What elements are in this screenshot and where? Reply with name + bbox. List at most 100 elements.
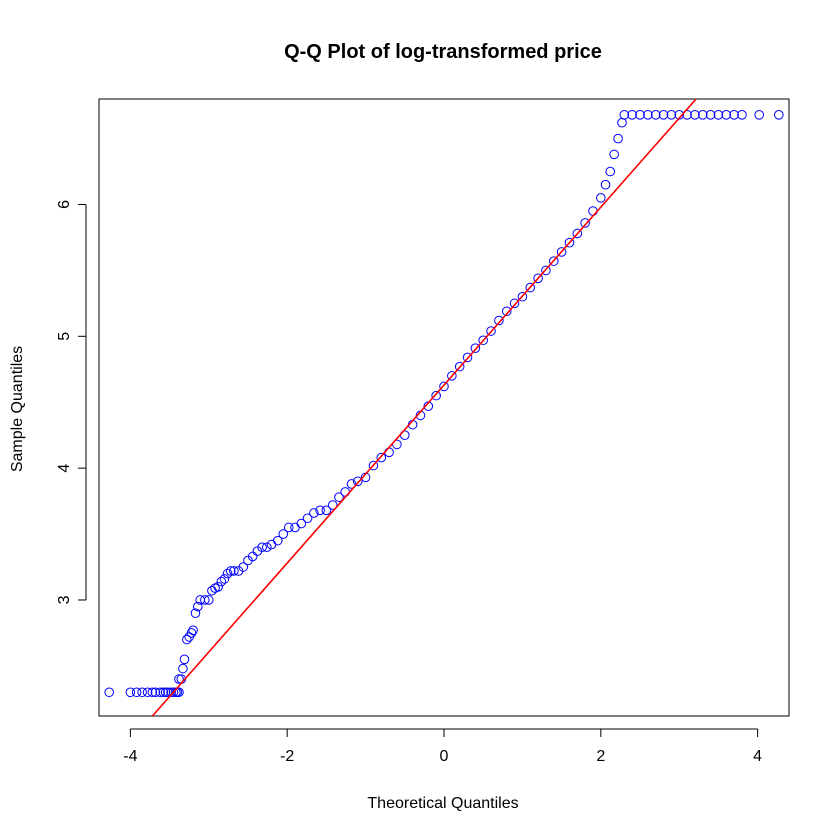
data-point: [548, 256, 559, 266]
data-point: [470, 343, 481, 353]
data-point: [160, 687, 171, 698]
data-point: [556, 247, 567, 257]
data-point: [229, 566, 239, 576]
data-point: [705, 110, 716, 120]
data-point: [627, 110, 637, 120]
y-axis: 3 4 5 6: [56, 200, 87, 604]
x-tick-label: 4: [753, 748, 762, 765]
reference-line: [151, 98, 697, 717]
data-point: [737, 110, 747, 120]
x-tick-label: 0: [440, 748, 449, 765]
data-point: [384, 447, 394, 458]
data-point: [257, 542, 267, 553]
data-point: [179, 654, 190, 665]
data-point: [155, 687, 165, 698]
data-point: [721, 110, 732, 120]
data-point: [315, 505, 325, 516]
data-point: [617, 117, 627, 128]
data-point: [203, 595, 214, 605]
data-point: [697, 110, 708, 120]
data-point: [188, 625, 198, 636]
data-point: [600, 179, 611, 190]
data-point: [541, 265, 551, 276]
y-tick-label: 3: [56, 595, 73, 604]
data-point: [150, 687, 161, 698]
data-point: [666, 110, 677, 120]
data-point: [178, 663, 188, 674]
data-point: [147, 687, 158, 698]
x-axis-title: Theoretical Quantiles: [367, 795, 518, 812]
data-point: [213, 582, 223, 592]
data-point: [478, 335, 489, 346]
data-point: [713, 110, 724, 120]
data-point: [131, 687, 142, 698]
data-point: [774, 110, 784, 120]
data-point: [190, 608, 201, 618]
data-point: [494, 315, 504, 326]
data-point: [754, 110, 765, 120]
data-point: [454, 361, 465, 372]
data-point: [321, 505, 332, 516]
data-point: [643, 110, 653, 120]
data-point: [352, 476, 363, 487]
data-point: [200, 595, 210, 605]
data-point: [182, 634, 192, 645]
data-point: [658, 110, 669, 120]
data-point: [368, 460, 379, 471]
data-point: [609, 149, 619, 160]
data-point: [104, 687, 114, 698]
chart-title: Q-Q Plot of log-transformed price: [284, 41, 602, 63]
data-point: [533, 273, 543, 284]
data-point: [283, 522, 294, 533]
data-point: [501, 306, 512, 317]
data-point: [572, 228, 583, 239]
data-point: [193, 601, 203, 612]
data-point: [588, 206, 598, 216]
data-point: [431, 390, 441, 401]
data-point: [729, 110, 739, 120]
data-point: [174, 674, 184, 684]
data-point: [296, 518, 307, 529]
data-point: [166, 687, 176, 698]
data-point: [619, 110, 630, 120]
y-tick-label: 4: [56, 464, 73, 473]
data-point: [346, 479, 357, 489]
data-point: [238, 562, 249, 572]
data-point: [334, 492, 344, 502]
data-point: [580, 218, 590, 228]
reference-line-layer: [151, 98, 697, 717]
data-point: [262, 542, 272, 553]
data-point: [222, 568, 233, 579]
data-point: [186, 628, 197, 638]
data-point: [596, 193, 606, 203]
data-point: [447, 371, 457, 381]
x-tick-label: -2: [280, 748, 294, 765]
x-tick-label: -4: [123, 748, 137, 765]
x-tick-label: 2: [596, 748, 605, 765]
data-point: [174, 687, 184, 698]
data-point: [142, 687, 153, 698]
data-point: [525, 282, 536, 293]
data-point: [650, 110, 661, 120]
data-point: [327, 500, 338, 510]
data-point: [278, 529, 289, 539]
data-point: [302, 513, 313, 524]
data-point: [137, 687, 147, 698]
data-point: [690, 110, 700, 120]
data-point: [216, 576, 227, 587]
data-point: [462, 352, 473, 363]
data-point: [486, 326, 496, 336]
data-point: [158, 687, 169, 698]
data-point: [564, 237, 575, 248]
data-point: [219, 574, 230, 584]
data-points: [104, 110, 784, 698]
data-point: [517, 291, 528, 302]
data-point: [509, 298, 520, 309]
plot-frame: [98, 98, 790, 717]
data-point: [168, 687, 179, 698]
data-point: [376, 452, 387, 463]
data-point: [605, 166, 616, 177]
data-point: [225, 566, 236, 576]
data-point: [125, 687, 136, 698]
